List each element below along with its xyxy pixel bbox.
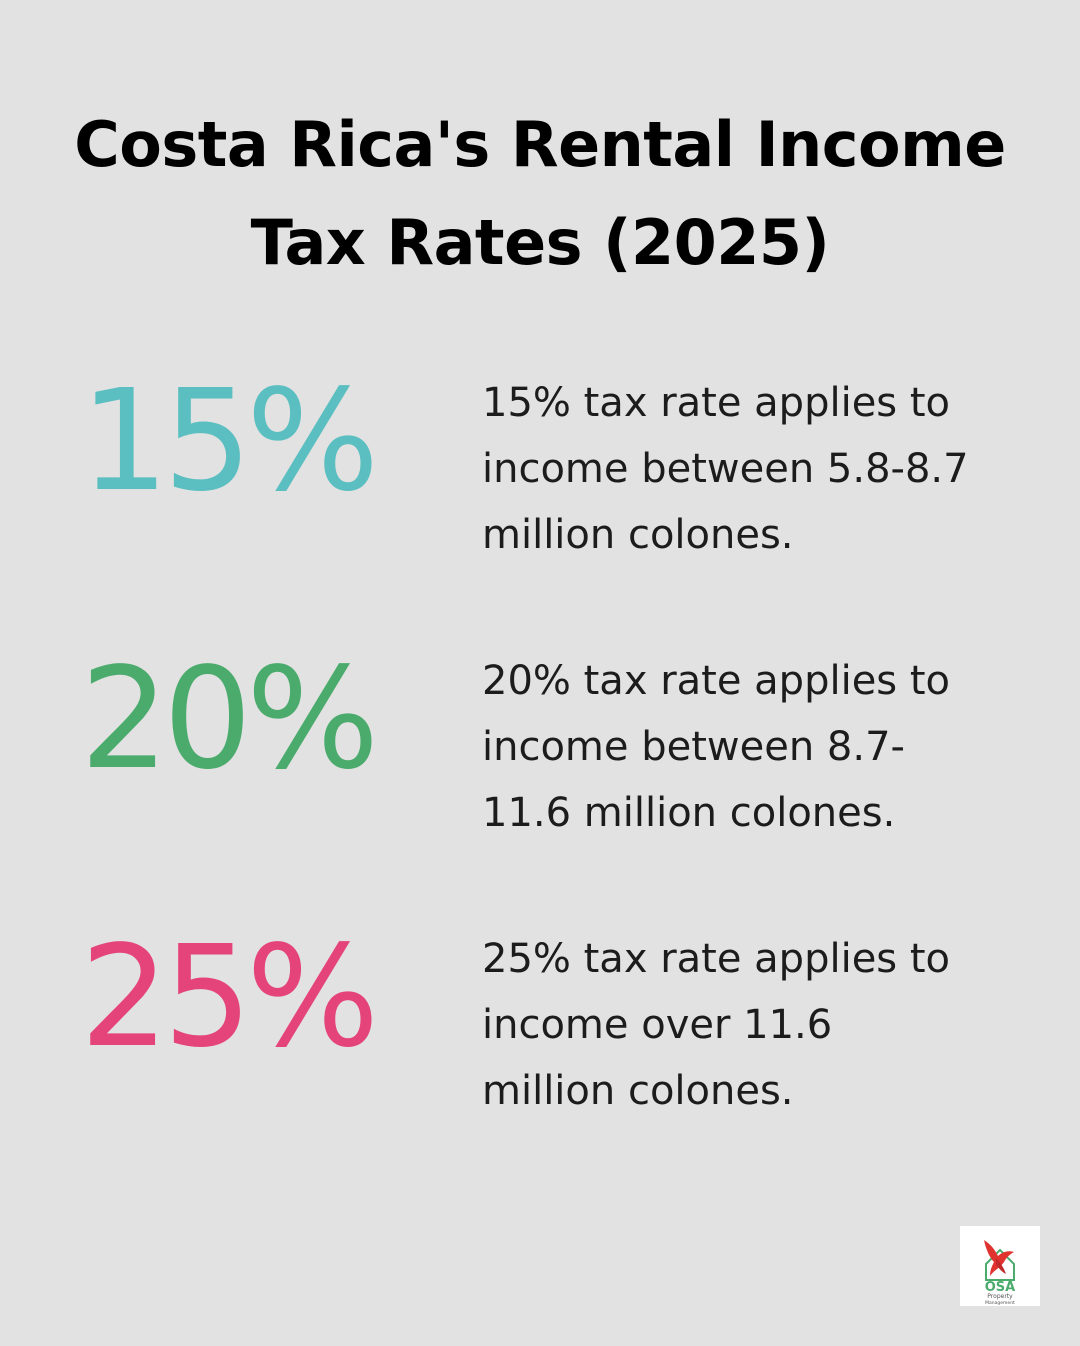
bird-house-icon: OSA Property Management — [984, 1240, 1015, 1306]
logo-name: OSA — [985, 1280, 1015, 1295]
rate-value: 20% — [80, 638, 379, 801]
company-logo: OSA Property Management — [960, 1226, 1040, 1306]
rate-row-15: 15% 15% tax rate applies to income betwe… — [0, 362, 1080, 582]
rate-row-25: 25% 25% tax rate applies to income over … — [0, 918, 1080, 1138]
rate-description-line: 20% tax rate applies to — [482, 658, 951, 704]
rate-description-line: 11.6 million colones. — [482, 790, 896, 836]
rate-description-line: million colones. — [482, 512, 794, 558]
rate-value: 15% — [80, 360, 379, 523]
rate-value: 25% — [80, 916, 379, 1079]
rate-description-line: 15% tax rate applies to — [482, 380, 951, 426]
rate-description-line: million colones. — [482, 1068, 794, 1114]
logo-line-2: Management — [985, 1300, 1015, 1306]
rate-description: 25% tax rate applies to income over 11.6… — [482, 926, 1042, 1124]
page-title: Costa Rica's Rental Income Tax Rates (20… — [0, 96, 1080, 292]
rate-description-line: income between 5.8-8.7 — [482, 446, 969, 492]
rate-description-line: 25% tax rate applies to — [482, 936, 951, 982]
rate-description: 20% tax rate applies to income between 8… — [482, 648, 1042, 846]
rate-description-line: income between 8.7- — [482, 724, 905, 770]
rate-description: 15% tax rate applies to income between 5… — [482, 370, 1042, 568]
rate-row-20: 20% 20% tax rate applies to income betwe… — [0, 640, 1080, 860]
logo-line-1: Property — [987, 1293, 1013, 1300]
title-line-1: Costa Rica's Rental Income — [74, 108, 1006, 181]
rate-description-line: income over 11.6 — [482, 1002, 833, 1048]
title-line-2: Tax Rates (2025) — [250, 206, 830, 279]
